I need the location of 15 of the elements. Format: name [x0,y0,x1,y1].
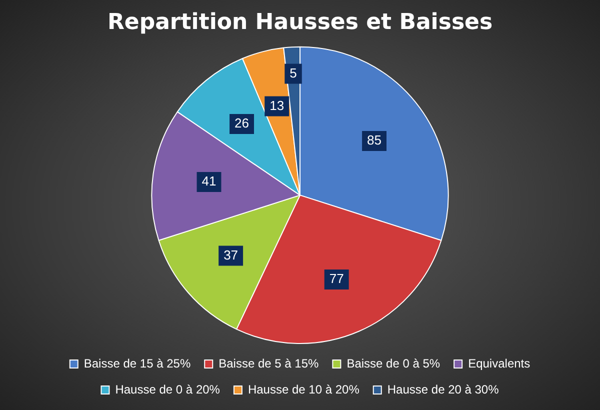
data-label: 85 [367,132,382,148]
data-label: 41 [202,174,216,189]
legend-label: Hausse de 0 à 20% [115,382,220,396]
data-label: 26 [234,116,250,131]
chart-title: Repartition Hausses et Baisses [107,10,493,35]
legend-label: Baisse de 5 à 15% [218,356,320,370]
legend-label: Hausse de 10 à 20% [248,382,360,396]
data-label: 5 [290,65,297,80]
data-label: 13 [270,98,284,113]
legend-label: Hausse de 20 à 30% [387,382,500,396]
legend-label: Equivalents [468,356,530,370]
data-label: 37 [224,247,238,262]
legend-label: Baisse de 15 à 25% [84,356,191,370]
data-label: 77 [329,271,344,286]
legend-label: Baisse de 0 à 5% [346,356,440,370]
